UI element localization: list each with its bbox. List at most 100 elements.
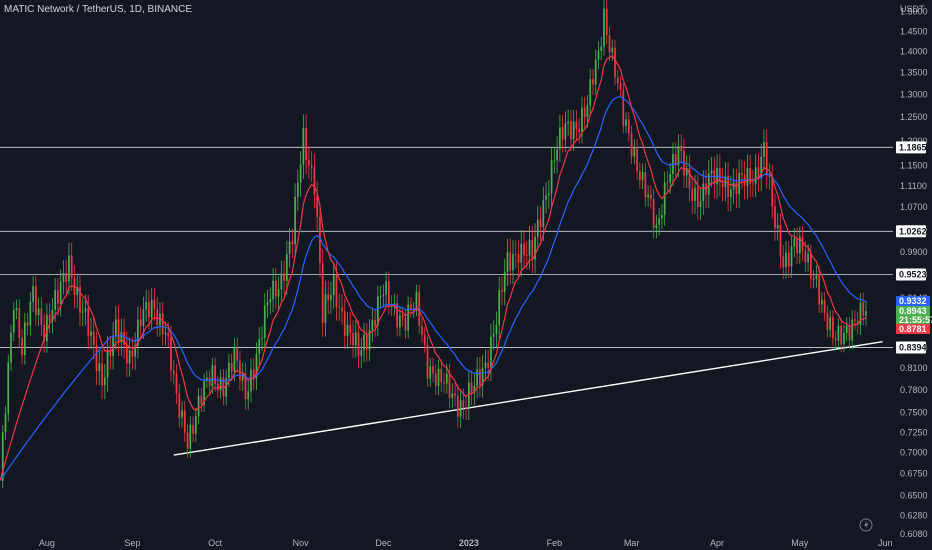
candle	[732, 168, 735, 204]
candle	[641, 163, 644, 190]
candle	[534, 223, 536, 274]
candle	[388, 271, 390, 315]
candle	[484, 349, 487, 381]
candle	[106, 336, 109, 392]
candle	[448, 363, 451, 409]
candle	[7, 354, 10, 422]
candle	[804, 241, 807, 273]
candle	[164, 321, 167, 346]
candle	[845, 317, 848, 342]
candle	[456, 384, 459, 428]
candle	[787, 241, 790, 278]
candle	[492, 320, 495, 351]
candle	[117, 305, 120, 356]
candle	[746, 154, 749, 200]
candle	[297, 169, 299, 211]
candle	[429, 357, 432, 388]
moving-averages	[0, 54, 867, 482]
candle	[316, 180, 319, 232]
candle	[735, 168, 738, 209]
candle	[655, 214, 658, 239]
candle	[401, 307, 404, 327]
candle	[757, 154, 760, 192]
candle	[680, 134, 683, 164]
candle	[754, 154, 757, 198]
candle	[139, 306, 142, 340]
candle	[823, 292, 826, 322]
candle	[636, 139, 638, 180]
candle	[101, 349, 103, 400]
candle	[23, 313, 26, 365]
candle	[32, 275, 34, 313]
y-tick-label: 1.5000	[900, 7, 928, 17]
candle	[62, 260, 65, 295]
candle	[134, 332, 136, 370]
y-tick-label: 0.7250	[900, 427, 928, 437]
candle	[848, 317, 851, 350]
svg-text:0.9332: 0.9332	[899, 296, 927, 306]
chart-title: MATIC Network / TetherUS, 1D, BINANCE	[4, 4, 192, 15]
candle	[18, 299, 21, 347]
price-badge: 21:55:57	[896, 315, 932, 325]
candle	[137, 306, 139, 359]
candle	[266, 289, 269, 318]
candle	[4, 406, 7, 440]
svg-text:0.8781: 0.8781	[899, 324, 927, 334]
candle	[661, 204, 663, 229]
candle	[647, 185, 649, 207]
y-tick-label: 0.6500	[900, 490, 928, 500]
candle	[230, 353, 233, 381]
candle	[666, 171, 669, 194]
candle	[564, 111, 567, 153]
candle	[843, 324, 845, 353]
candle	[826, 305, 829, 338]
candle	[21, 328, 23, 365]
candle	[696, 174, 699, 221]
candle	[782, 244, 785, 280]
candle	[103, 363, 106, 400]
candle	[40, 297, 43, 337]
price-badge: 0.8781	[896, 324, 930, 334]
candle	[663, 171, 666, 226]
candle	[250, 358, 252, 403]
level-badge: 0.9523	[896, 268, 927, 281]
candle	[536, 206, 539, 251]
candle	[685, 155, 688, 188]
y-tick-label: 0.8100	[900, 363, 928, 373]
candle	[280, 260, 283, 303]
candle	[495, 311, 498, 348]
candle	[633, 139, 636, 165]
candle	[490, 323, 492, 382]
time-axis[interactable]: Aug Sep Oct Nov Dec 2023 Feb Mar Apr May Jun	[39, 538, 893, 548]
y-tick-label: 1.3000	[900, 89, 928, 99]
candle	[501, 276, 503, 306]
candle	[702, 170, 705, 215]
candle	[768, 162, 771, 190]
candle	[354, 320, 357, 358]
ema-fast-line	[0, 54, 867, 481]
candle	[677, 134, 680, 178]
candle	[57, 278, 59, 317]
candle	[865, 300, 867, 326]
candle	[812, 270, 815, 289]
candle	[605, 0, 608, 44]
lightning-icon[interactable]	[859, 518, 873, 532]
candle	[374, 309, 376, 337]
candle	[567, 109, 569, 136]
candle	[192, 416, 194, 443]
candle	[90, 317, 92, 350]
candle	[465, 396, 467, 420]
support-trendline[interactable]	[173, 340, 883, 456]
candle	[12, 302, 15, 342]
x-tick-label: May	[791, 538, 809, 548]
candle	[186, 423, 189, 458]
candle	[368, 319, 371, 362]
candle	[718, 154, 721, 197]
candle	[547, 180, 550, 209]
candle	[741, 159, 743, 189]
candle	[771, 164, 774, 219]
candle	[291, 228, 294, 258]
candle	[161, 302, 164, 346]
